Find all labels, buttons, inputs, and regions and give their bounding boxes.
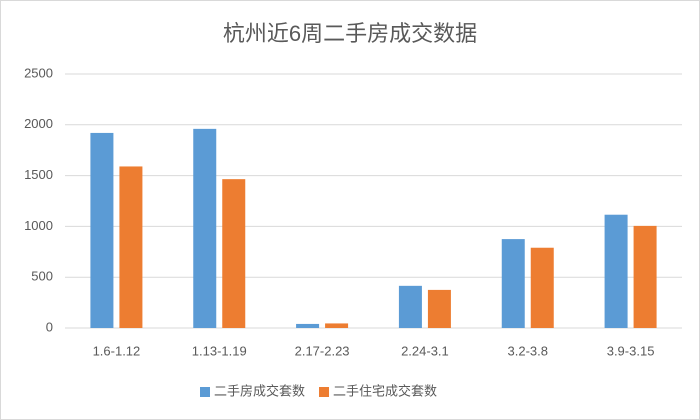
x-tick-label: 1.6-1.12 (93, 343, 141, 358)
legend-label: 二手住宅成交套数 (333, 383, 437, 398)
bar (604, 214, 628, 328)
bar (398, 285, 422, 328)
legend-swatch (200, 387, 210, 397)
bar (119, 166, 143, 328)
bar (222, 179, 246, 328)
legend-label: 二手房成交套数 (214, 383, 305, 398)
x-tick-label: 2.17-2.23 (295, 343, 350, 358)
bar (530, 247, 554, 328)
y-tick-label: 2500 (24, 65, 53, 80)
bar (90, 132, 114, 328)
legend-swatch (319, 387, 330, 397)
x-tick-label: 1.13-1.19 (192, 343, 247, 358)
y-tick-label: 1000 (24, 218, 53, 233)
y-tick-label: 2000 (24, 116, 53, 131)
bar (501, 239, 525, 328)
bar (193, 128, 217, 328)
x-tick-label: 3.2-3.8 (508, 343, 548, 358)
y-tick-label: 1500 (24, 167, 53, 182)
y-tick-label: 0 (46, 319, 53, 334)
bar (296, 323, 320, 328)
bar (633, 225, 657, 328)
y-tick-label: 500 (31, 269, 53, 284)
x-tick-label: 2.24-3.1 (401, 343, 449, 358)
bar (427, 289, 451, 328)
chart-title: 杭州近6周二手房成交数据 (223, 21, 477, 46)
x-tick-label: 3.9-3.15 (607, 343, 655, 358)
bar (325, 323, 349, 328)
